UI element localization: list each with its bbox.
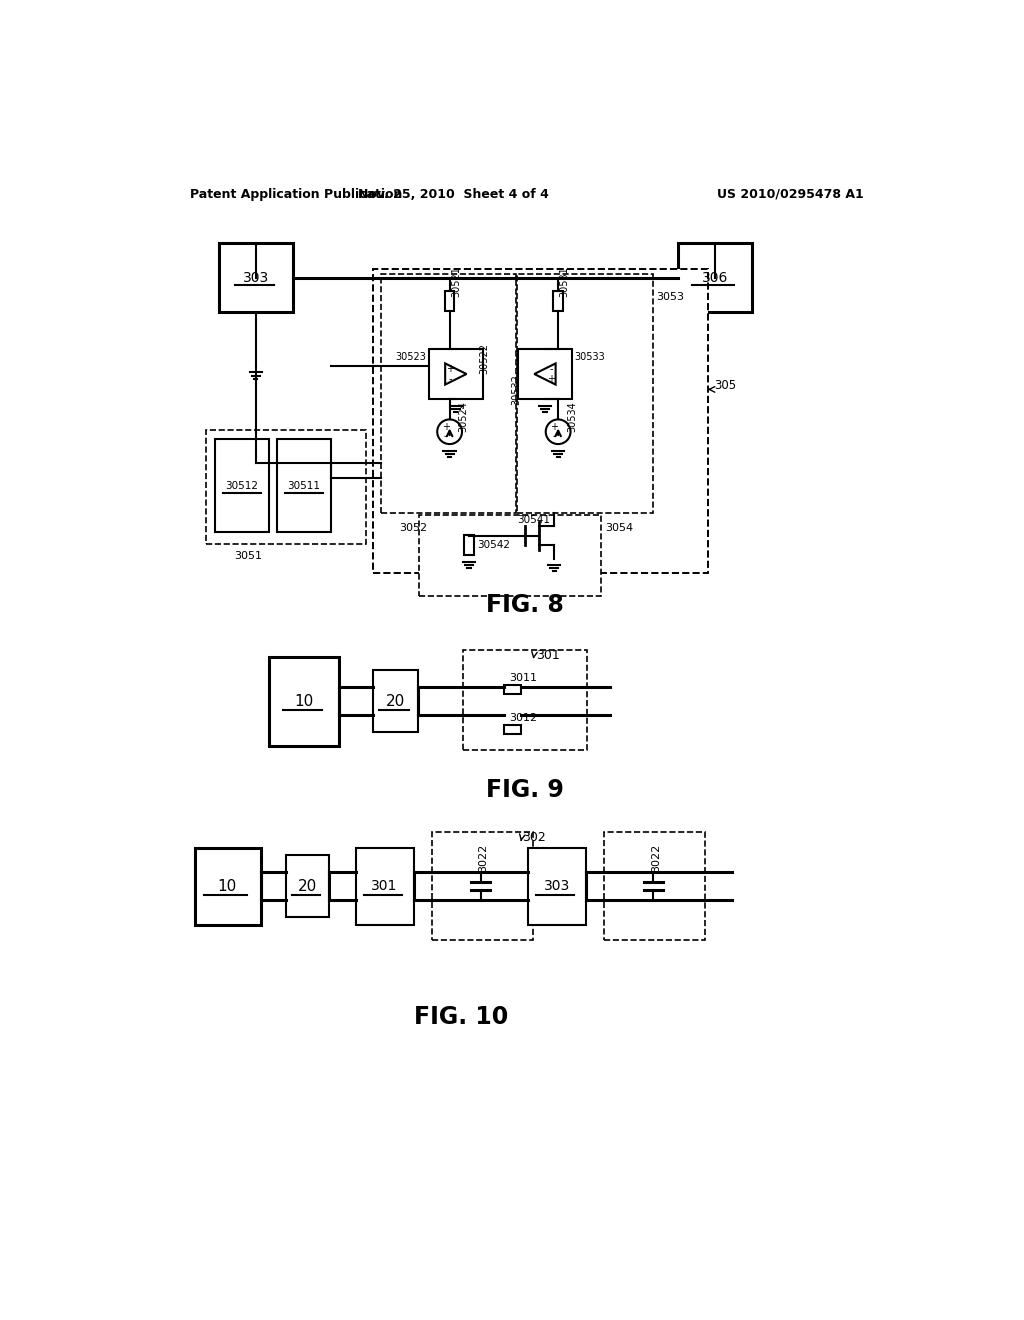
- Bar: [373, 268, 708, 573]
- Bar: [419, 515, 601, 595]
- Text: 30522: 30522: [479, 343, 489, 374]
- Text: FIG. 10: FIG. 10: [414, 1005, 508, 1030]
- Text: +: +: [445, 364, 454, 374]
- Text: 303: 303: [243, 271, 269, 285]
- Bar: [215, 440, 269, 532]
- Text: 3012: 3012: [509, 713, 538, 723]
- Text: -: -: [553, 432, 556, 441]
- Bar: [517, 275, 652, 512]
- Text: 3022: 3022: [478, 843, 488, 873]
- Text: 3052: 3052: [399, 523, 427, 533]
- Text: 30521: 30521: [451, 267, 461, 297]
- Text: FIG. 9: FIG. 9: [485, 777, 564, 801]
- Bar: [373, 671, 418, 733]
- Text: +: +: [550, 422, 558, 432]
- Text: 3053: 3053: [656, 292, 685, 302]
- Text: 30512: 30512: [225, 480, 258, 491]
- Text: 10: 10: [294, 694, 313, 709]
- Text: 30531: 30531: [559, 267, 569, 297]
- Text: 301: 301: [372, 879, 397, 894]
- Bar: [219, 243, 293, 313]
- Bar: [269, 657, 339, 746]
- Text: 20: 20: [297, 879, 316, 894]
- Text: 302: 302: [522, 832, 546, 843]
- Text: 3011: 3011: [509, 673, 538, 684]
- Text: -: -: [444, 432, 447, 441]
- Bar: [554, 290, 563, 312]
- Text: 301: 301: [536, 648, 559, 661]
- Bar: [518, 350, 572, 400]
- Bar: [504, 725, 521, 734]
- Text: -: -: [449, 375, 452, 384]
- Text: 3051: 3051: [234, 552, 262, 561]
- Bar: [464, 535, 474, 554]
- Text: Patent Application Publication: Patent Application Publication: [190, 187, 402, 201]
- Text: +: +: [547, 375, 555, 384]
- Bar: [206, 430, 366, 544]
- Bar: [286, 855, 329, 917]
- Text: FIG. 8: FIG. 8: [485, 593, 564, 616]
- Text: Nov. 25, 2010  Sheet 4 of 4: Nov. 25, 2010 Sheet 4 of 4: [358, 187, 549, 201]
- Text: 30533: 30533: [574, 352, 605, 362]
- Text: 30534: 30534: [567, 401, 578, 432]
- Text: 30541: 30541: [517, 515, 550, 525]
- Bar: [678, 243, 752, 313]
- Text: +: +: [441, 422, 450, 432]
- Text: 303: 303: [544, 879, 569, 894]
- Text: 306: 306: [701, 271, 728, 285]
- Bar: [432, 832, 532, 940]
- Text: 3054: 3054: [605, 523, 634, 533]
- Text: 30511: 30511: [288, 480, 321, 491]
- Text: 30532: 30532: [511, 374, 521, 405]
- Bar: [528, 847, 586, 924]
- Text: 30523: 30523: [395, 352, 426, 362]
- Bar: [445, 290, 455, 312]
- Bar: [429, 350, 483, 400]
- Text: 30524: 30524: [459, 401, 469, 432]
- Text: US 2010/0295478 A1: US 2010/0295478 A1: [717, 187, 864, 201]
- Text: -: -: [549, 364, 553, 374]
- Bar: [463, 649, 587, 750]
- Text: 305: 305: [714, 379, 736, 392]
- Bar: [504, 685, 521, 694]
- Bar: [276, 440, 331, 532]
- Bar: [195, 847, 260, 924]
- Bar: [356, 847, 414, 924]
- Text: 30542: 30542: [477, 540, 510, 550]
- Text: 3022: 3022: [651, 843, 660, 873]
- Text: 20: 20: [386, 694, 406, 709]
- Bar: [604, 832, 705, 940]
- Bar: [381, 275, 516, 512]
- Text: 10: 10: [217, 879, 237, 894]
